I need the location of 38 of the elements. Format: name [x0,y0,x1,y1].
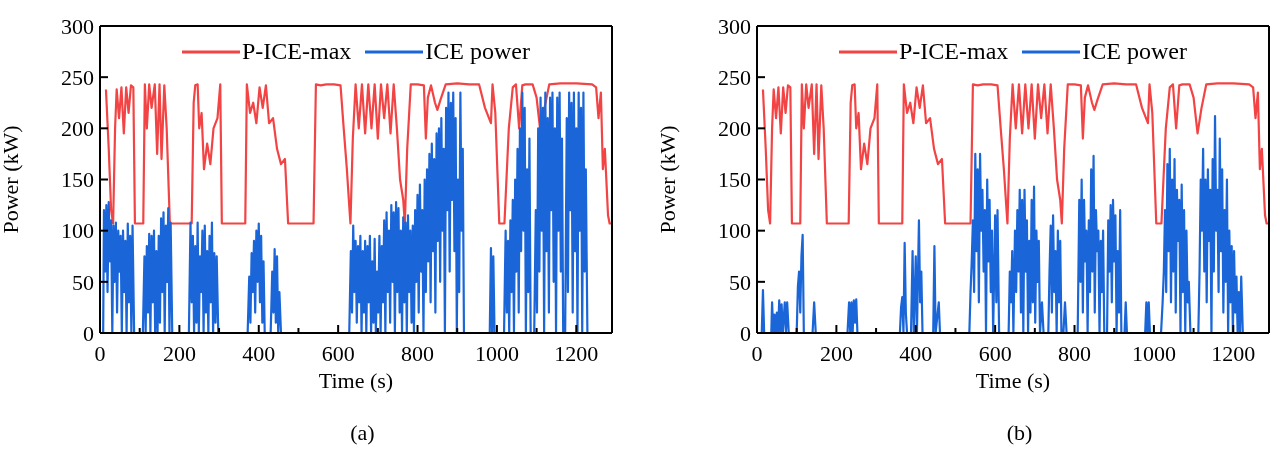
legend-label: P-ICE-max [242,38,352,65]
text: (a) [349,420,376,446]
x-tick-label: 1200 [1211,340,1256,366]
y-tick-label: 200 [61,116,94,142]
y-tick-label: 50 [729,269,751,295]
x-tick-label: 200 [819,340,853,366]
y-tick-label: 100 [718,218,751,244]
y-tick-label: 300 [718,13,751,39]
x-tick-label: 600 [978,340,1012,366]
x-axis-title: Time (s) [318,368,394,393]
y-tick-label: 250 [718,64,751,90]
y-tick-label: 150 [61,167,94,193]
y-axis-title: Power (kW) [654,125,680,234]
legend-label: P-ICE-max [899,38,1009,65]
y-tick-label: 0 [740,320,751,346]
y-tick-label: 100 [61,218,94,244]
x-tick-label: 600 [321,340,355,366]
x-tick-label: 400 [242,340,276,366]
x-tick-label: 400 [899,340,933,366]
x-tick-label: 1000 [474,340,519,366]
y-tick-label: 250 [61,64,94,90]
x-axis-title: Time (s) [975,368,1051,393]
x-tick-label: 800 [401,340,435,366]
line-series [104,82,612,225]
y-tick-label: 0 [83,320,94,346]
x-tick-label: 800 [1058,340,1092,366]
legend-label: ICE power [425,38,530,65]
y-tick-label: 300 [61,13,94,39]
text: (b) [1005,420,1034,446]
legend-label: ICE power [1082,38,1187,65]
y-axis-title: Power (kW) [0,125,23,234]
y-tick-label: 50 [72,269,94,295]
x-tick-label: 1000 [1131,340,1176,366]
y-tick-label: 150 [718,167,751,193]
x-tick-label: 200 [162,340,196,366]
x-tick-label: 1200 [554,340,599,366]
y-tick-label: 200 [718,116,751,142]
line-series [761,82,1269,225]
